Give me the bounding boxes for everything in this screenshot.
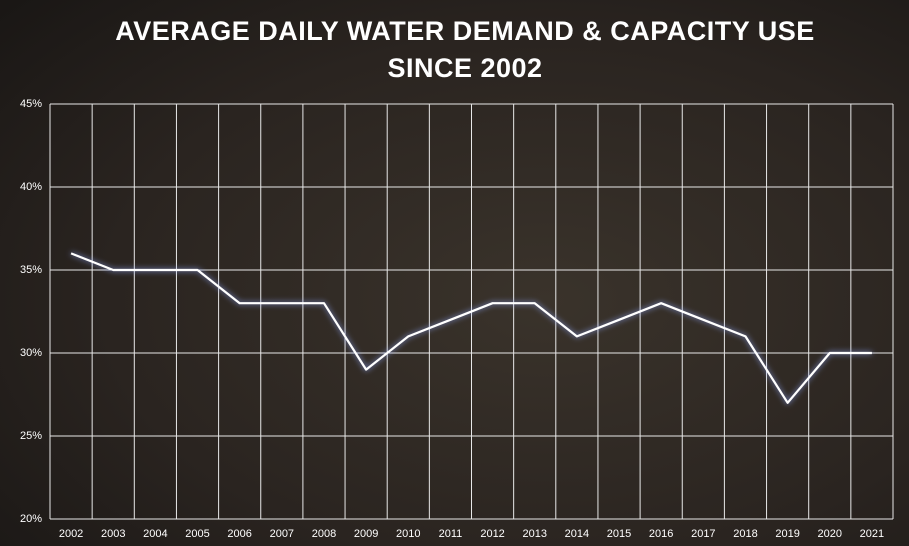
x-tick-label: 2005 (185, 528, 209, 540)
x-tick-label: 2019 (775, 528, 799, 540)
x-tick-label: 2018 (733, 528, 757, 540)
x-tick-label: 2011 (439, 528, 463, 540)
x-tick-label: 2002 (59, 528, 83, 540)
x-tick-label: 2014 (565, 528, 589, 540)
x-tick-label: 2010 (396, 528, 420, 540)
x-tick-label: 2007 (270, 528, 294, 540)
x-tick-label: 2017 (691, 528, 715, 540)
x-tick-label: 2009 (354, 528, 378, 540)
x-tick-label: 2020 (818, 528, 842, 540)
y-tick-label: 25% (20, 430, 42, 442)
y-tick-label: 20% (20, 513, 42, 525)
y-tick-label: 45% (20, 98, 42, 110)
x-tick-label: 2016 (649, 528, 673, 540)
x-tick-label: 2012 (480, 528, 504, 540)
chart: AVERAGE DAILY WATER DEMAND & CAPACITY US… (0, 0, 909, 546)
y-tick-label: 30% (20, 347, 42, 359)
chart-title: SINCE 2002 (387, 53, 542, 83)
y-tick-label: 35% (20, 264, 42, 276)
x-tick-label: 2004 (143, 528, 167, 540)
x-tick-label: 2015 (607, 528, 631, 540)
x-tick-label: 2006 (227, 528, 251, 540)
x-tick-label: 2003 (101, 528, 125, 540)
chart-title: AVERAGE DAILY WATER DEMAND & CAPACITY US… (115, 16, 815, 46)
y-tick-label: 40% (20, 181, 42, 193)
x-tick-label: 2021 (860, 528, 884, 540)
x-tick-label: 2008 (312, 528, 336, 540)
x-tick-label: 2013 (522, 528, 546, 540)
